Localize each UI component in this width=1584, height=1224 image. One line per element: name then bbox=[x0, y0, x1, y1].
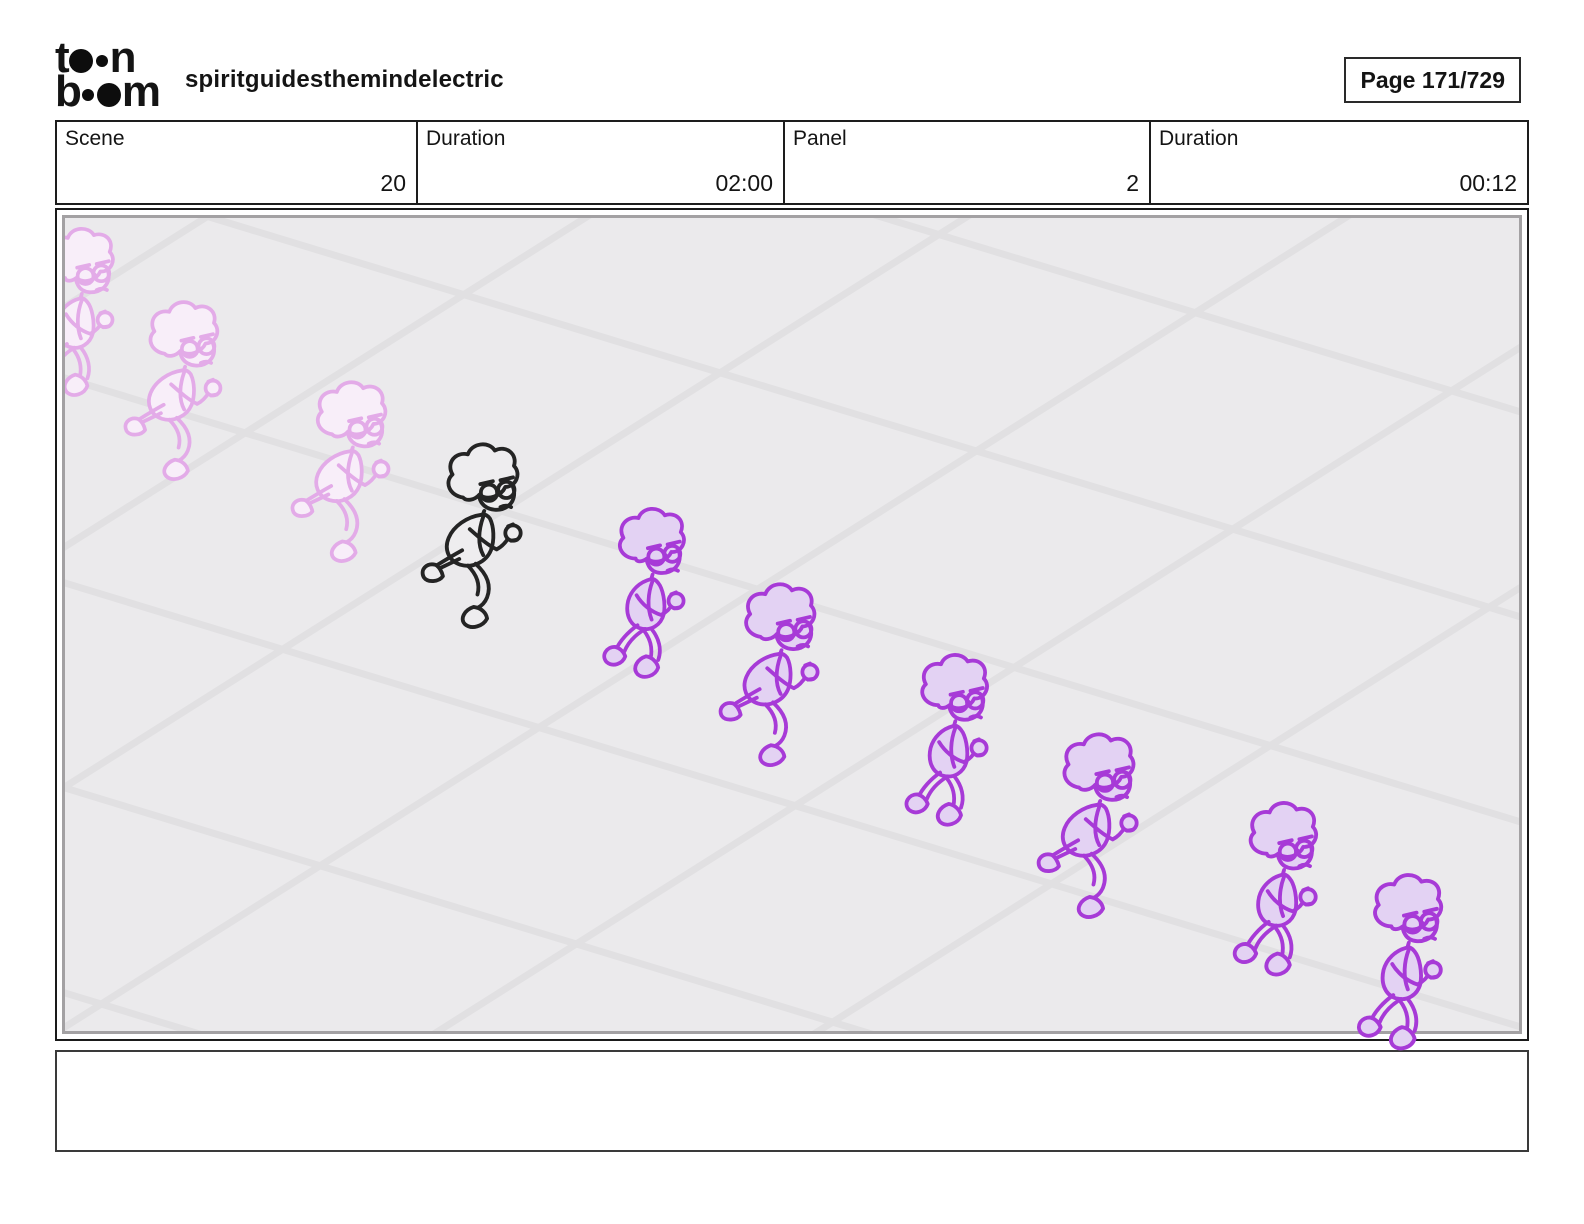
meta-value: 20 bbox=[380, 170, 407, 196]
meta-label: Duration bbox=[426, 127, 506, 150]
project-title: spiritguidesthemindelectric bbox=[185, 66, 504, 93]
caption-box bbox=[55, 1050, 1529, 1152]
logo-letter: m bbox=[121, 67, 161, 116]
grid-line bbox=[65, 374, 1519, 826]
page-header: t n b m spiritguidesthemindelectric Page… bbox=[55, 36, 1529, 118]
meta-table: Scene 20 Duration 02:00 Panel 2 Duration… bbox=[55, 120, 1529, 205]
page-indicator: Page 171/729 bbox=[1344, 57, 1521, 103]
storyboard-panel bbox=[55, 208, 1529, 1041]
meta-value: 00:12 bbox=[1459, 170, 1517, 196]
grid-line bbox=[872, 218, 1519, 416]
perspective-grid bbox=[65, 218, 1519, 1031]
logo-letter: t bbox=[55, 33, 70, 82]
grid-line bbox=[432, 344, 1519, 1031]
logo-dot-icon bbox=[95, 55, 108, 67]
meta-cell-panel-duration: Duration 00:12 bbox=[1151, 122, 1527, 203]
meta-label: Scene bbox=[65, 127, 125, 150]
grid-line bbox=[65, 579, 1519, 1031]
meta-label: Duration bbox=[1159, 127, 1239, 150]
grid-line bbox=[65, 218, 212, 311]
logo-letter: n bbox=[109, 33, 137, 82]
toonboom-logo: t n b m bbox=[55, 36, 175, 116]
grid-line bbox=[65, 218, 1352, 1031]
meta-cell-scene-duration: Duration 02:00 bbox=[418, 122, 786, 203]
grid-line bbox=[200, 218, 1519, 621]
logo-dot-icon bbox=[68, 49, 93, 73]
grid-line bbox=[65, 989, 202, 1031]
grid-line bbox=[65, 218, 972, 791]
meta-value: 2 bbox=[1126, 170, 1140, 196]
logo-dot-icon bbox=[96, 83, 121, 107]
logo-dot-icon bbox=[81, 89, 94, 101]
grid-line bbox=[812, 584, 1519, 1031]
grid-line bbox=[65, 218, 592, 551]
panel-canvas bbox=[62, 215, 1522, 1034]
meta-cell-scene: Scene 20 bbox=[57, 122, 419, 203]
grid-line bbox=[65, 784, 874, 1031]
meta-cell-panel: Panel 2 bbox=[785, 122, 1152, 203]
meta-value: 02:00 bbox=[715, 170, 774, 196]
meta-label: Panel bbox=[793, 127, 847, 150]
logo-letter: b bbox=[55, 67, 82, 116]
